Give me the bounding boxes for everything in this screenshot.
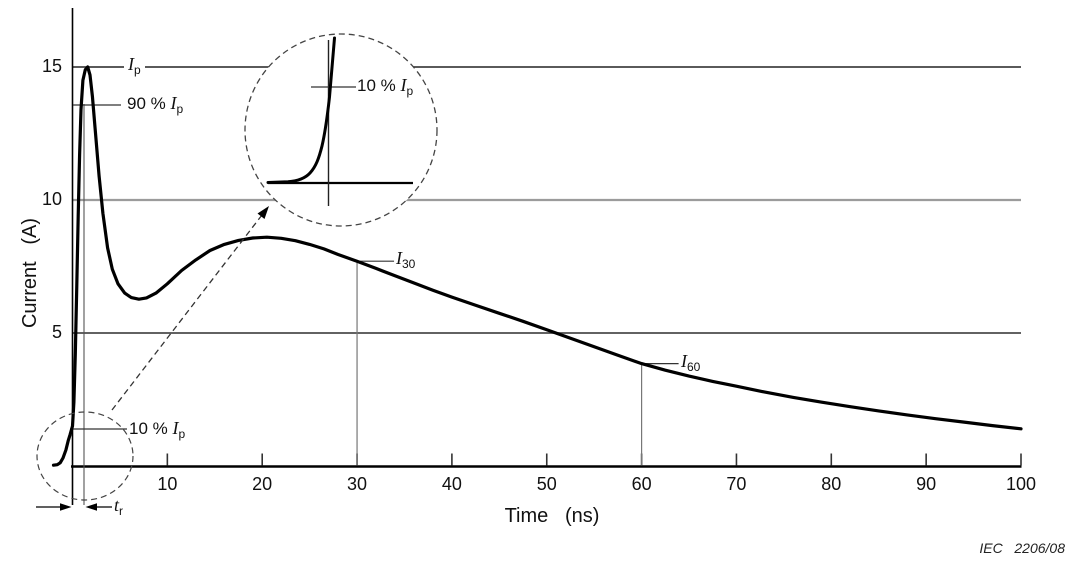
zoom-arrow-line bbox=[111, 214, 263, 411]
x-axis-tick-marks bbox=[166, 453, 1022, 466]
discharge-current-curve bbox=[51, 65, 1023, 467]
tr-right-arrow-head-icon bbox=[85, 503, 97, 511]
inset-zoom-group bbox=[244, 33, 438, 227]
zoom-arrow-head-icon bbox=[257, 206, 269, 219]
origin-zoom-circle bbox=[36, 411, 134, 501]
inset-rise-curve bbox=[266, 36, 336, 184]
rise-time-arrows bbox=[36, 503, 112, 511]
inset-zoom-circle bbox=[244, 33, 438, 227]
horizontal-gridlines bbox=[73, 66, 1021, 334]
tr-left-arrow-head-icon bbox=[60, 503, 72, 511]
zoom-callout-arrow bbox=[111, 206, 269, 411]
